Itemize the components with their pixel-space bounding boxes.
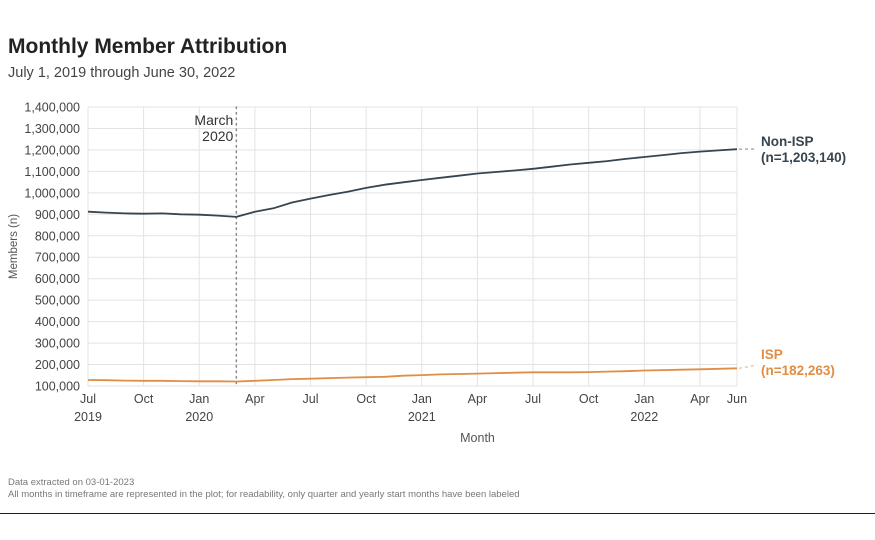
x-tick-label: Jul xyxy=(80,392,96,406)
x-tick-year-label: 2022 xyxy=(630,410,658,424)
x-tick-label: Jul xyxy=(525,392,541,406)
y-tick-label: 1,200,000 xyxy=(24,143,80,157)
annotation-label-line1: March xyxy=(194,112,233,128)
y-tick-label: 100,000 xyxy=(35,380,80,394)
grid-lines xyxy=(87,106,738,387)
series-count-label: (n=1,203,140) xyxy=(761,150,846,165)
x-tick-label: Apr xyxy=(468,392,487,406)
x-tick-label: Apr xyxy=(245,392,264,406)
x-tick-label: Jun xyxy=(727,392,747,406)
series-lines xyxy=(87,148,738,383)
footnote-labeling-note: All months in timeframe are represented … xyxy=(8,489,520,500)
x-axis: Jul 2019 Oct Jan 2020 Apr Jul Oct Jan 2021 Apr Jul O… xyxy=(74,392,747,424)
x-tick-label: Jan xyxy=(634,392,654,406)
line-chart: 100,000 200,000 300,000 400,000 500,000 600,0… xyxy=(8,101,846,446)
x-axis-title: Month xyxy=(460,431,495,445)
annotation-label-line2: 2020 xyxy=(202,128,233,144)
y-tick-label: 300,000 xyxy=(35,337,80,351)
x-tick-label: Jan xyxy=(189,392,209,406)
series-name-label: ISP xyxy=(761,347,783,362)
y-tick-label: 200,000 xyxy=(35,358,80,372)
y-tick-label: 1,300,000 xyxy=(24,122,80,136)
footnote-data-extracted: Data extracted on 03-01-2023 xyxy=(8,477,135,488)
series-end-labels: Non-ISP(n=1,203,140) ISP(n=182,263) xyxy=(738,134,846,378)
y-axis: 100,000 200,000 300,000 400,000 500,000 600,0… xyxy=(24,101,80,394)
x-tick-label: Oct xyxy=(356,392,376,406)
label-connector xyxy=(738,364,758,370)
march-2020-annotation: March 2020 xyxy=(194,106,238,387)
y-tick-label: 600,000 xyxy=(35,272,80,286)
x-tick-label: Oct xyxy=(579,392,599,406)
series-line-isp xyxy=(87,367,738,383)
y-tick-label: 900,000 xyxy=(35,208,80,222)
series-count-label: (n=182,263) xyxy=(761,363,835,378)
series-name-label: Non-ISP xyxy=(761,134,814,149)
y-axis-title: Members (n) xyxy=(8,214,20,279)
x-tick-year-label: 2021 xyxy=(408,410,436,424)
chart-title: Monthly Member Attribution xyxy=(8,35,288,58)
x-tick-label: Jan xyxy=(412,392,432,406)
x-tick-label: Jul xyxy=(303,392,319,406)
chart-subtitle: July 1, 2019 through June 30, 2022 xyxy=(8,65,236,81)
x-tick-year-label: 2019 xyxy=(74,410,102,424)
y-tick-label: 500,000 xyxy=(35,294,80,308)
x-tick-label: Oct xyxy=(134,392,154,406)
y-tick-label: 1,100,000 xyxy=(24,165,80,179)
series-line-non-isp xyxy=(87,148,738,218)
x-tick-year-label: 2020 xyxy=(185,410,213,424)
y-tick-label: 800,000 xyxy=(35,229,80,243)
y-tick-label: 1,400,000 xyxy=(24,101,80,115)
bottom-divider xyxy=(0,513,875,514)
y-tick-label: 400,000 xyxy=(35,315,80,329)
y-tick-label: 700,000 xyxy=(35,251,80,265)
y-tick-label: 1,000,000 xyxy=(24,186,80,200)
x-tick-label: Apr xyxy=(690,392,709,406)
